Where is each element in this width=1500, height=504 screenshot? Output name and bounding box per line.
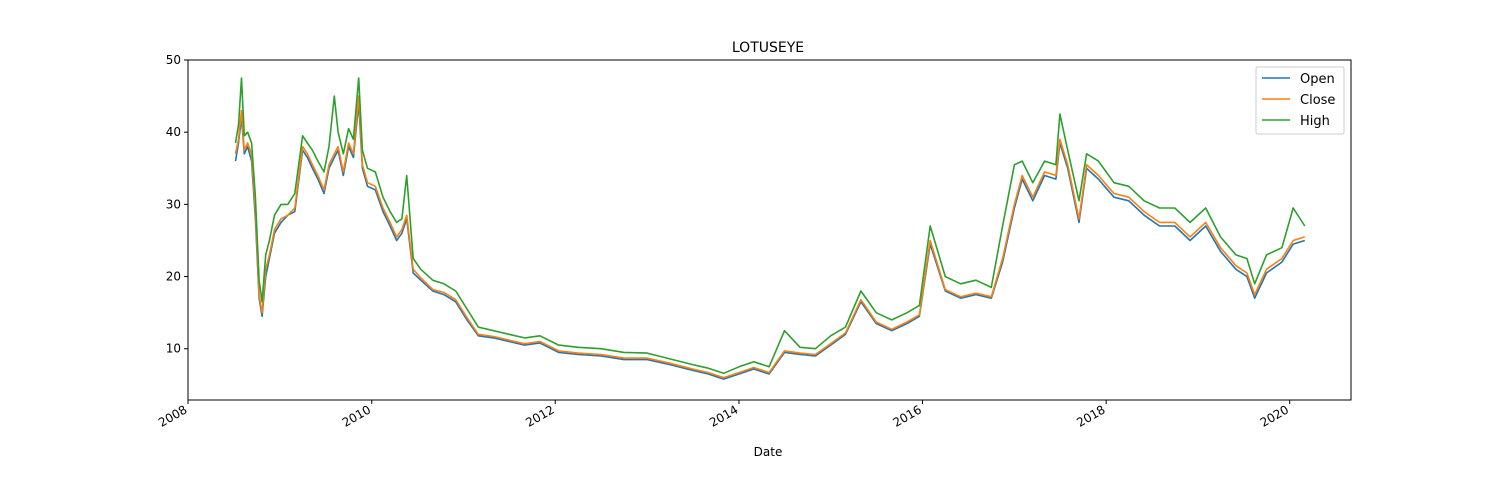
legend-label-high: High bbox=[1300, 114, 1330, 129]
y-tick-label: 30 bbox=[166, 197, 181, 211]
legend: Open Close High bbox=[1255, 66, 1345, 135]
x-tick-label: 2016 bbox=[890, 402, 923, 429]
plot-frame bbox=[187, 59, 1352, 401]
y-axis: 10 20 30 40 50 bbox=[166, 53, 188, 356]
legend-label-open: Open bbox=[1300, 72, 1335, 87]
series-line-open bbox=[234, 102, 1306, 380]
x-tick-label: 2018 bbox=[1074, 402, 1107, 429]
chart-title: LOTUSEYE bbox=[732, 40, 804, 56]
x-axis-title: Date bbox=[754, 445, 783, 459]
x-tick-label: 2008 bbox=[156, 402, 189, 429]
series-line-close bbox=[234, 95, 1306, 379]
legend-box bbox=[1255, 66, 1345, 135]
y-tick-label: 50 bbox=[166, 53, 181, 67]
series-layer bbox=[234, 77, 1306, 380]
legend-label-close: Close bbox=[1300, 93, 1335, 108]
x-tick-label: 2020 bbox=[1258, 402, 1291, 429]
x-tick-label: 2012 bbox=[523, 402, 556, 429]
x-tick-label: 2010 bbox=[340, 402, 373, 429]
y-tick-label: 10 bbox=[166, 342, 181, 356]
x-axis: 2008 2010 2012 2014 2016 2018 2020 bbox=[156, 400, 1291, 430]
y-tick-label: 20 bbox=[166, 270, 181, 284]
series-line-high bbox=[234, 77, 1306, 375]
y-tick-label: 40 bbox=[166, 125, 181, 139]
x-tick-label: 2014 bbox=[707, 402, 740, 429]
